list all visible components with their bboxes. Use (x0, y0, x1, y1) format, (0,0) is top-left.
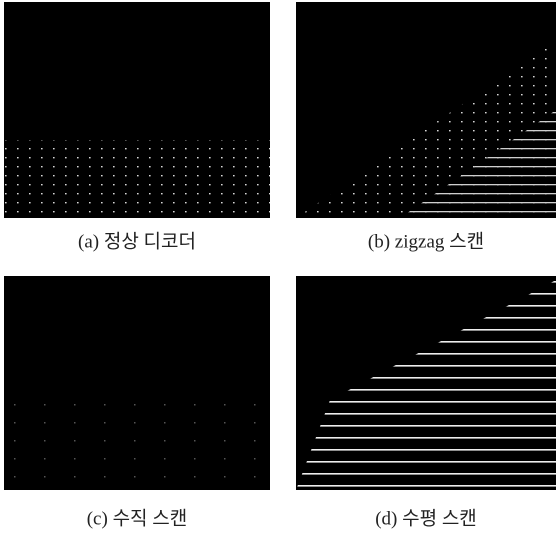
dot-pattern (4, 140, 270, 218)
caption: (d) 수평 스캔 (375, 507, 477, 529)
panel-d: (d) 수평 스캔 (296, 276, 556, 529)
panel-a: (a) 정상 디코더 (4, 2, 270, 252)
caption: (c) 수직 스캔 (87, 507, 188, 529)
caption: (b) zigzag 스캔 (368, 230, 484, 252)
panel-b: (b) zigzag 스캔 (296, 2, 556, 252)
panel-c: (c) 수직 스캔 (4, 276, 270, 529)
figure: (a) 정상 디코더 (b) zigzag 스캔 (c) 수직 스캔 (d) 수… (0, 0, 556, 535)
dot-pattern (4, 400, 270, 490)
caption: (a) 정상 디코더 (78, 230, 196, 252)
